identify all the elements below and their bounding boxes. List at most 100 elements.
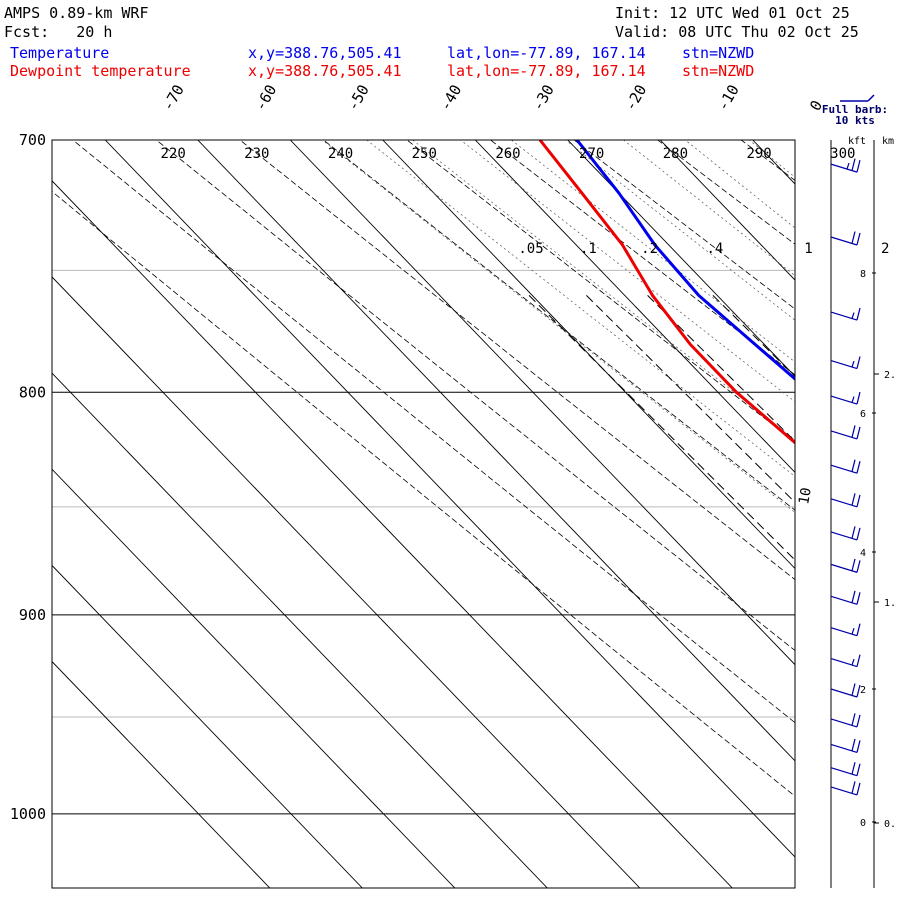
- legend-dewpoint-xy: x,y=388.76,505.41: [248, 62, 402, 80]
- wind-barb: [830, 493, 861, 508]
- barb-legend-title: Full barb:: [822, 103, 888, 116]
- mixing-ratio-line: [647, 295, 795, 442]
- wind-barb: [830, 590, 861, 605]
- moist-adiabat-label: 10: [796, 486, 815, 505]
- isotherm: [752, 140, 795, 185]
- wind-barb: [830, 158, 861, 173]
- isotherm-label: -10: [714, 82, 743, 114]
- theta-label: 250: [412, 146, 437, 162]
- legend-temperature-latlon: lat,lon=-77.89, 167.14: [447, 44, 646, 62]
- valid-time: Valid: 08 UTC Thu 02 Oct 25: [615, 23, 859, 41]
- wind-barb: [830, 738, 861, 754]
- isotherm-label: -60: [251, 82, 280, 114]
- isotherm: [52, 276, 641, 888]
- dry-adiabat: [573, 140, 795, 310]
- plot-area: [52, 85, 900, 900]
- moist-adiabat: [412, 140, 795, 441]
- isotherm: [474, 140, 795, 474]
- theta-label: 220: [160, 146, 185, 162]
- km-unit: km: [882, 136, 894, 147]
- dry-adiabat: [751, 85, 900, 900]
- wind-barb: [830, 231, 861, 246]
- kft-tick-label: 6: [860, 409, 866, 420]
- km-tick-label: 0.: [884, 819, 896, 830]
- pressure-label: 1000: [10, 805, 46, 823]
- legend-temperature-xy: x,y=388.76,505.41: [248, 44, 402, 62]
- kft-tick-label: 4: [860, 548, 866, 559]
- isotherm: [52, 660, 271, 888]
- km-tick-label: 2.: [884, 370, 896, 381]
- isotherm-label: -20: [621, 82, 650, 114]
- wind-barb: [830, 654, 861, 668]
- kft-tick-label: 2: [860, 685, 866, 696]
- plot-frame: [51, 139, 796, 889]
- isotherm: [104, 140, 795, 858]
- moist-adiabat: [565, 140, 795, 321]
- theta-label: 240: [328, 146, 353, 162]
- wind-barb: [830, 558, 861, 573]
- wind-barb: [830, 683, 861, 698]
- theta-label: 230: [244, 146, 269, 162]
- wind-barb: [830, 713, 861, 728]
- mixing-ratio-label: 1: [804, 241, 812, 257]
- moist-adiabat: [622, 140, 795, 277]
- theta-label: 290: [746, 146, 771, 162]
- dry-adiabat: [489, 140, 795, 376]
- theta-label: 300: [830, 146, 855, 162]
- kft-tick-label: 0: [860, 818, 866, 829]
- wind-barb: [830, 526, 861, 541]
- kft-unit: kft: [848, 136, 866, 147]
- isotherm: [382, 140, 795, 570]
- forecast-hour: Fcst: 20 h: [4, 23, 113, 41]
- dry-adiabat: [52, 190, 795, 797]
- isotherm: [567, 140, 795, 377]
- dry-adiabat: [406, 140, 795, 443]
- mixing-ratio-label: .2: [641, 241, 658, 257]
- isotherm: [52, 372, 548, 888]
- theta-label: 280: [663, 146, 688, 162]
- isotherm: [52, 468, 456, 888]
- wind-barb: [830, 425, 861, 440]
- legend-dewpoint-latlon: lat,lon=-77.89, 167.14: [447, 62, 646, 80]
- mixing-ratio-line: [528, 295, 795, 561]
- dry-adiabat: [239, 140, 795, 581]
- dewpoint-trace: [538, 140, 795, 445]
- model-title: AMPS 0.89-km WRF: [4, 4, 149, 22]
- legend-temperature-label: Temperature: [10, 44, 110, 62]
- isotherm: [289, 140, 795, 666]
- isotherm-label: -40: [436, 82, 465, 114]
- dry-adiabat: [155, 140, 795, 652]
- isotherm-label: -70: [159, 82, 188, 114]
- wind-barb: [830, 623, 861, 637]
- pressure-label: 900: [19, 606, 46, 624]
- legend-dewpoint-label: Dewpoint temperature: [10, 62, 191, 80]
- barb-legend-value: 10 kts: [835, 114, 875, 127]
- moist-adiabat: [684, 140, 795, 229]
- mixing-ratio-label: .1: [580, 241, 597, 257]
- theta-label: 260: [495, 146, 520, 162]
- mixing-ratio-label: .4: [707, 241, 724, 257]
- isotherm-label: -50: [344, 82, 373, 114]
- mixing-ratio-line: [586, 295, 795, 504]
- pressure-label: 700: [19, 131, 46, 149]
- km-tick-label: 1.: [884, 598, 896, 609]
- mixing-ratio-label: .05: [518, 241, 543, 257]
- moist-adiabat: [460, 140, 795, 403]
- isotherm-label: -30: [529, 82, 558, 114]
- mixing-ratio-line: [712, 295, 795, 377]
- dry-adiabat: [834, 85, 900, 900]
- legend-temperature-stn: stn=NZWD: [682, 44, 755, 62]
- pressure-label: 800: [19, 383, 46, 401]
- isotherm: [52, 180, 733, 888]
- mixing-ratio-label: 2: [881, 241, 889, 257]
- theta-label: 270: [579, 146, 604, 162]
- wind-barb: [830, 459, 861, 474]
- isotherm: [659, 140, 795, 281]
- wind-barb: [830, 356, 861, 370]
- wind-barb: [830, 391, 861, 405]
- wind-barb: [830, 762, 861, 777]
- dry-adiabat: [740, 140, 795, 181]
- wind-barb: [830, 781, 861, 796]
- temperature-trace: [575, 140, 795, 381]
